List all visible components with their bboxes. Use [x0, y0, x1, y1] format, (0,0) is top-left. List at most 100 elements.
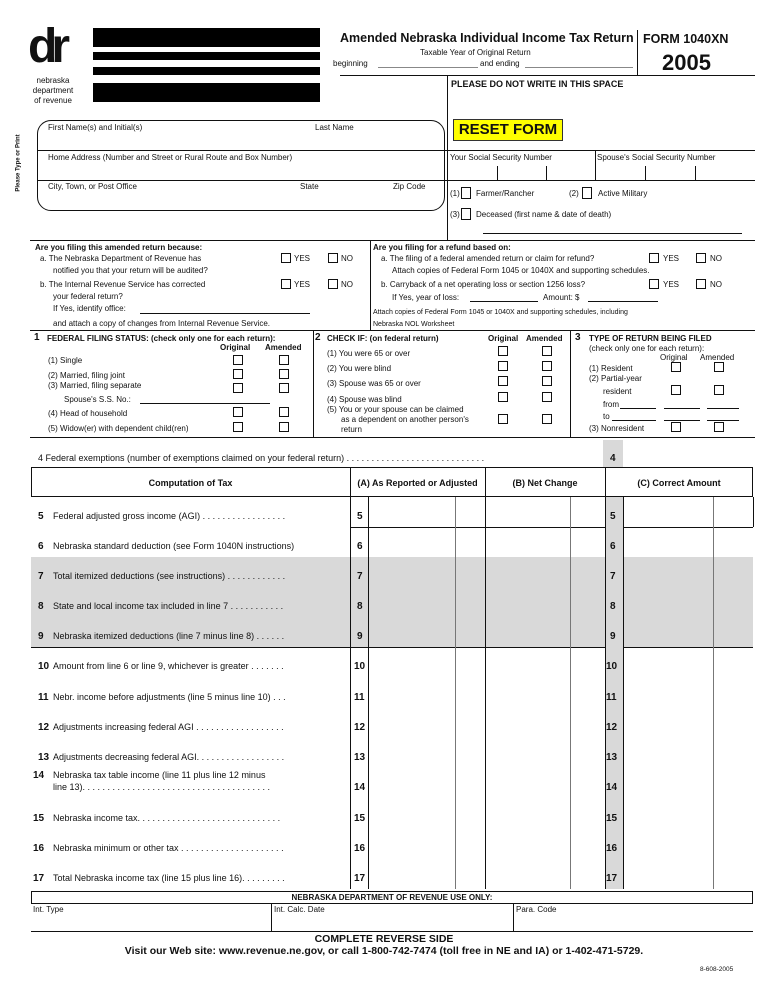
col-b-amount-field[interactable] — [486, 647, 605, 677]
partial-amended-checkbox[interactable] — [714, 385, 724, 395]
col-a-amount-field[interactable] — [369, 798, 485, 829]
col-b-amount-field[interactable] — [486, 798, 605, 829]
col-b-amount-field[interactable] — [486, 768, 605, 798]
col-c-amount-field[interactable] — [623, 768, 753, 798]
col-b-amount-field[interactable] — [486, 557, 605, 587]
col-b-amount-field[interactable] — [486, 738, 605, 768]
col-c-amount-field[interactable] — [623, 708, 753, 738]
col-b-amount-field[interactable] — [486, 677, 605, 708]
spouse-65-amended-checkbox[interactable] — [542, 376, 552, 386]
col-a-amount-field[interactable] — [369, 647, 485, 677]
dependent-amended-checkbox[interactable] — [542, 414, 552, 424]
col-a-amount-field[interactable] — [369, 708, 485, 738]
65-original-checkbox[interactable] — [498, 346, 508, 356]
to-month-field[interactable] — [612, 420, 656, 421]
state-field[interactable]: State — [300, 182, 319, 191]
loss-amount-field[interactable] — [588, 301, 658, 302]
refund-a-yes-checkbox[interactable] — [649, 253, 659, 263]
city-field[interactable]: City, Town, or Post Office — [48, 182, 137, 191]
widow-original-checkbox[interactable] — [233, 422, 243, 432]
check-blind: (2) You were blind — [327, 364, 392, 373]
col-a-amount-field[interactable] — [369, 497, 485, 527]
widow-amended-checkbox[interactable] — [279, 422, 289, 432]
to-day-field[interactable] — [664, 420, 700, 421]
audit-yes-checkbox[interactable] — [281, 253, 291, 263]
joint-original-checkbox[interactable] — [233, 369, 243, 379]
col-c-amount-field[interactable] — [623, 829, 753, 859]
col-c-amount-field[interactable] — [623, 557, 753, 587]
col-a-amount-field[interactable] — [369, 587, 485, 617]
spouse-blind-original-checkbox[interactable] — [498, 392, 508, 402]
from-day-field[interactable] — [664, 408, 700, 409]
irs-no-checkbox[interactable] — [328, 279, 338, 289]
deceased-checkbox[interactable] — [461, 208, 471, 220]
col-c-amount-field[interactable] — [623, 738, 753, 768]
col-b-amount-field[interactable] — [486, 497, 605, 527]
refund-a-no-checkbox[interactable] — [696, 253, 706, 263]
blind-original-checkbox[interactable] — [498, 361, 508, 371]
spouse-ssn-input[interactable] — [140, 403, 270, 404]
single-amended-checkbox[interactable] — [279, 355, 289, 365]
first-name-field[interactable]: First Name(s) and Initial(s) — [48, 123, 143, 132]
col-a-amount-field[interactable] — [369, 768, 485, 798]
from-year-field[interactable] — [707, 408, 739, 409]
col-a-amount-field[interactable] — [369, 829, 485, 859]
irs-yes-checkbox[interactable] — [281, 279, 291, 289]
farmer-checkbox[interactable] — [461, 187, 471, 199]
address-field[interactable]: Home Address (Number and Street or Rural… — [48, 153, 293, 162]
col-c-amount-field[interactable] — [623, 617, 753, 647]
col-a-amount-field[interactable] — [369, 859, 485, 889]
col-c-amount-field[interactable] — [623, 677, 753, 708]
nonresident-original-checkbox[interactable] — [671, 422, 681, 432]
zip-field[interactable]: Zip Code — [393, 182, 426, 191]
col-a-amount-field[interactable] — [369, 617, 485, 647]
partial-original-checkbox[interactable] — [671, 385, 681, 395]
head-amended-checkbox[interactable] — [279, 407, 289, 417]
separate-original-checkbox[interactable] — [233, 383, 243, 393]
loss-year-field[interactable] — [470, 301, 538, 302]
head-original-checkbox[interactable] — [233, 407, 243, 417]
col-c-amount-field[interactable] — [623, 527, 753, 557]
col-a-amount-field[interactable] — [369, 677, 485, 708]
col-a-amount-field[interactable] — [369, 527, 485, 557]
col-a-amount-field[interactable] — [369, 738, 485, 768]
col-b-amount-field[interactable] — [486, 708, 605, 738]
reset-form-button[interactable]: RESET FORM — [453, 119, 563, 141]
spouse-blind-amended-checkbox[interactable] — [542, 392, 552, 402]
65-amended-checkbox[interactable] — [542, 346, 552, 356]
from-month-field[interactable] — [620, 408, 656, 409]
col-c-amount-field[interactable] — [623, 587, 753, 617]
office-field[interactable] — [140, 313, 310, 314]
col-b-amount-field[interactable] — [486, 617, 605, 647]
col-c-amount-field[interactable] — [623, 859, 753, 889]
blind-amended-checkbox[interactable] — [542, 361, 552, 371]
col-c-amount-field[interactable] — [623, 497, 753, 527]
refund-b-yes-checkbox[interactable] — [649, 279, 659, 289]
beginning-date-field[interactable] — [378, 67, 478, 68]
col-b-amount-field[interactable] — [486, 587, 605, 617]
refund-b-no-checkbox[interactable] — [696, 279, 706, 289]
spouse-ssn-field[interactable]: Spouse's Social Security Number — [597, 153, 716, 162]
single-original-checkbox[interactable] — [233, 355, 243, 365]
last-name-field[interactable]: Last Name — [315, 123, 354, 132]
dependent-original-checkbox[interactable] — [498, 414, 508, 424]
nonresident-amended-checkbox[interactable] — [714, 422, 724, 432]
col-b-amount-field[interactable] — [486, 859, 605, 889]
resident-amended-checkbox[interactable] — [714, 362, 724, 372]
separate-amended-checkbox[interactable] — [279, 383, 289, 393]
military-checkbox[interactable] — [582, 187, 592, 199]
col-c-amount-field[interactable] — [623, 647, 753, 677]
resident-original-checkbox[interactable] — [671, 362, 681, 372]
ssn-field[interactable]: Your Social Security Number — [450, 153, 552, 162]
joint-amended-checkbox[interactable] — [279, 369, 289, 379]
line-4-field[interactable] — [623, 440, 753, 467]
deceased-field[interactable] — [483, 233, 742, 234]
audit-no-checkbox[interactable] — [328, 253, 338, 263]
spouse-65-original-checkbox[interactable] — [498, 376, 508, 386]
col-c-amount-field[interactable] — [623, 798, 753, 829]
col-b-amount-field[interactable] — [486, 829, 605, 859]
col-a-amount-field[interactable] — [369, 557, 485, 587]
ending-date-field[interactable] — [525, 67, 633, 68]
col-b-amount-field[interactable] — [486, 527, 605, 557]
to-year-field[interactable] — [707, 420, 739, 421]
